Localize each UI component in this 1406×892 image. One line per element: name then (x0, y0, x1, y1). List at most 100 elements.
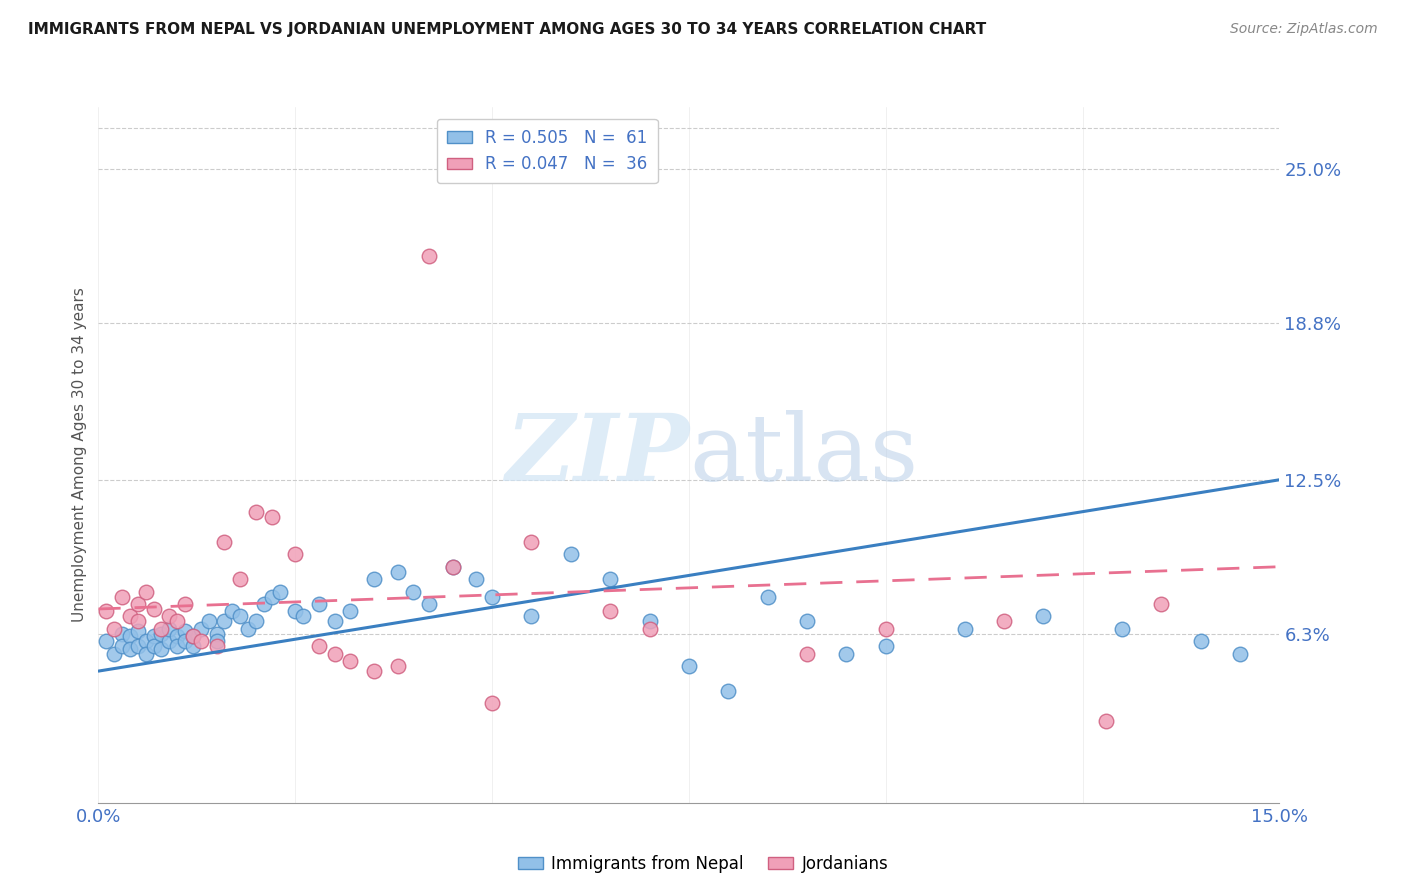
Point (111, 639, 134, 653)
Point (1150, 597, 1173, 611)
Point (96, 634, 118, 648)
Point (993, 615, 1015, 629)
Point (599, 605, 621, 619)
Point (323, 615, 346, 629)
Point (150, 641, 173, 656)
Point (127, 639, 149, 653)
Point (205, 627, 228, 641)
Point (308, 597, 330, 611)
Point (142, 629, 165, 643)
Point (229, 609, 252, 624)
Point (118, 641, 141, 656)
Point (205, 634, 228, 648)
Point (1229, 647, 1251, 661)
Point (181, 629, 204, 643)
Point (118, 609, 141, 624)
Point (260, 510, 283, 524)
Point (363, 572, 385, 586)
Point (103, 622, 125, 636)
Point (875, 639, 897, 653)
Point (308, 639, 330, 653)
Text: Source: ZipAtlas.com: Source: ZipAtlas.com (1230, 22, 1378, 37)
Point (221, 605, 243, 619)
Text: IMMIGRANTS FROM NEPAL VS JORDANIAN UNEMPLOYMENT AMONG AGES 30 TO 34 YEARS CORREL: IMMIGRANTS FROM NEPAL VS JORDANIAN UNEMP… (28, 22, 987, 37)
Point (181, 639, 204, 653)
Point (118, 629, 141, 643)
Point (174, 624, 197, 639)
Point (214, 534, 236, 549)
Point (638, 622, 661, 636)
Point (135, 584, 157, 599)
Point (269, 584, 291, 599)
Point (292, 609, 315, 624)
Point (181, 629, 204, 643)
Point (520, 609, 543, 624)
Point (253, 597, 276, 611)
Point (481, 590, 503, 604)
Y-axis label: Unemployment Among Ages 30 to 34 years: Unemployment Among Ages 30 to 34 years (72, 287, 87, 623)
Point (717, 684, 740, 698)
Point (1032, 609, 1054, 624)
Point (127, 615, 149, 629)
Point (245, 505, 267, 519)
Point (465, 572, 488, 586)
Point (363, 664, 385, 678)
Point (1111, 622, 1133, 636)
Point (157, 622, 180, 636)
Point (214, 615, 236, 629)
Point (236, 622, 259, 636)
Point (638, 615, 661, 629)
Point (150, 627, 173, 641)
Point (441, 559, 464, 574)
Point (756, 590, 779, 604)
Point (127, 624, 149, 639)
Point (205, 639, 228, 653)
Point (127, 597, 149, 611)
Point (245, 615, 267, 629)
Point (796, 647, 818, 661)
Point (481, 697, 503, 711)
Point (339, 654, 361, 668)
Point (103, 647, 125, 661)
Point (418, 249, 440, 263)
Point (190, 634, 212, 648)
Point (229, 572, 252, 586)
Point (96, 605, 118, 619)
Text: atlas: atlas (689, 410, 918, 500)
Point (284, 605, 307, 619)
Point (520, 534, 543, 549)
Legend: Immigrants from Nepal, Jordanians: Immigrants from Nepal, Jordanians (510, 848, 896, 880)
Point (166, 615, 188, 629)
Point (339, 605, 361, 619)
Point (157, 634, 180, 648)
Point (166, 629, 188, 643)
Point (111, 627, 134, 641)
Legend: R = 0.505   N =  61, R = 0.047   N =  36: R = 0.505 N = 61, R = 0.047 N = 36 (437, 119, 658, 183)
Point (796, 615, 818, 629)
Point (157, 609, 180, 624)
Point (599, 572, 621, 586)
Point (1189, 634, 1212, 648)
Point (260, 590, 283, 604)
Point (190, 622, 212, 636)
Point (142, 639, 165, 653)
Point (111, 590, 134, 604)
Point (135, 634, 157, 648)
Point (174, 634, 197, 648)
Point (387, 659, 409, 673)
Point (284, 547, 307, 561)
Point (197, 615, 219, 629)
Point (174, 597, 197, 611)
Point (323, 647, 346, 661)
Point (142, 602, 165, 616)
Point (560, 547, 582, 561)
Point (875, 622, 897, 636)
Point (953, 622, 976, 636)
Point (1095, 714, 1118, 728)
Point (835, 647, 858, 661)
Point (418, 597, 440, 611)
Text: ZIP: ZIP (505, 410, 689, 500)
Point (441, 559, 464, 574)
Point (402, 584, 425, 599)
Point (150, 622, 173, 636)
